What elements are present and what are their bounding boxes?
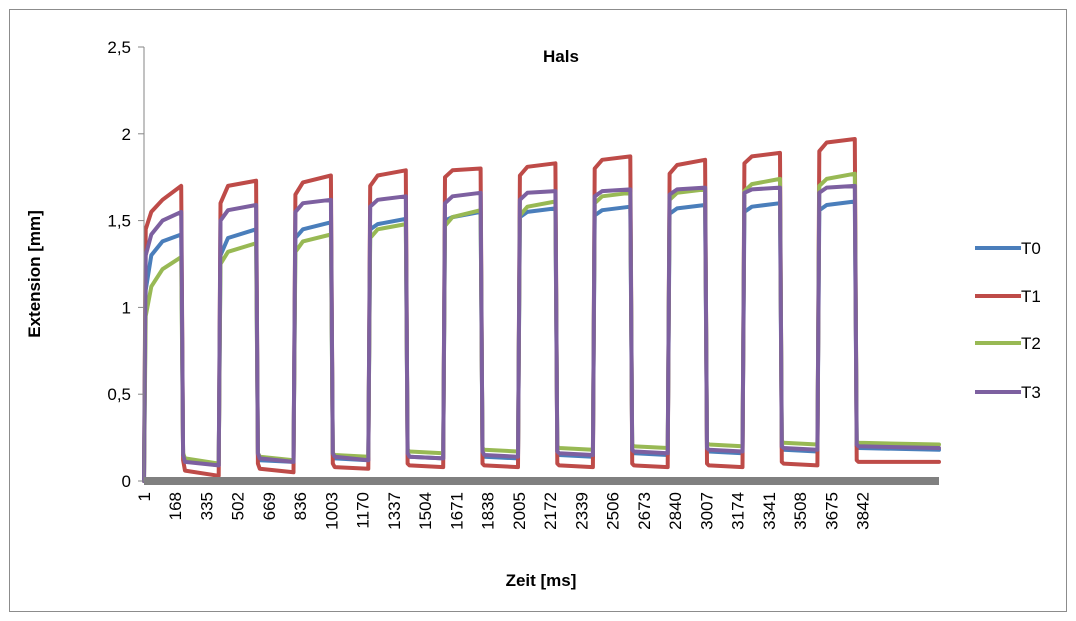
x-tick-label: 1504 [416,492,435,530]
x-tick-label: 1337 [385,492,404,530]
y-axis-title: Extension [mm] [25,210,44,338]
x-tick-label: 2840 [666,492,685,530]
x-tick-label: 2172 [541,492,560,530]
series-lines [142,137,941,483]
series-line-t3 [142,183,941,483]
legend-label-t2: T2 [1021,334,1041,353]
y-tick-label: 1,5 [107,212,131,231]
x-axis-title: Zeit [ms] [506,571,577,590]
x-tick-label: 168 [166,492,185,520]
y-tick-label: 1 [122,298,131,317]
y-tick-label: 0,5 [107,385,131,404]
x-tick-label: 1671 [447,492,466,530]
chart-frame: 1 168 335 502 669 836 1003 1170 1337 1504 1671 1838… [9,9,1067,612]
y-tick-label: 0 [122,472,131,491]
legend-label-t3: T3 [1021,383,1041,402]
x-tick-label: 3508 [791,492,810,530]
y-axis: 0 0,5 1 1,5 2 2,5 [107,38,145,491]
x-tick-label: 1 [135,492,154,501]
legend-label-t1: T1 [1021,287,1041,306]
x-tick-label: 3174 [729,492,748,530]
y-tick-label: 2,5 [107,38,131,57]
x-tick-label: 2339 [572,492,591,530]
x-tick-label: 1170 [354,492,373,529]
x-tick-label: 836 [291,492,310,520]
legend-label-t0: T0 [1021,239,1041,258]
x-tick-label: 1838 [479,492,498,530]
legend: T0 T1 T2 T3 [975,239,1041,402]
x-tick-label: 2005 [510,492,529,530]
x-tick-label: 502 [229,492,248,520]
chart-svg: 1 168 335 502 669 836 1003 1170 1337 1504 1671 1838… [25,38,1041,590]
x-tick-label: 1003 [322,492,341,530]
x-tick-label: 3675 [822,492,841,530]
x-tick-label: 3341 [760,492,779,530]
x-tick-label: 3842 [854,492,873,530]
chart-title: Hals [543,47,579,66]
x-axis: 1 168 335 502 669 836 1003 1170 1337 1504 1671 1838… [135,477,939,530]
x-tick-label: 2673 [635,492,654,530]
x-tick-label: 3007 [697,492,716,530]
x-tick-label: 2506 [604,492,623,530]
y-tick-label: 2 [122,125,131,144]
x-tick-label: 669 [260,492,279,520]
x-tick-label: 335 [197,492,216,520]
